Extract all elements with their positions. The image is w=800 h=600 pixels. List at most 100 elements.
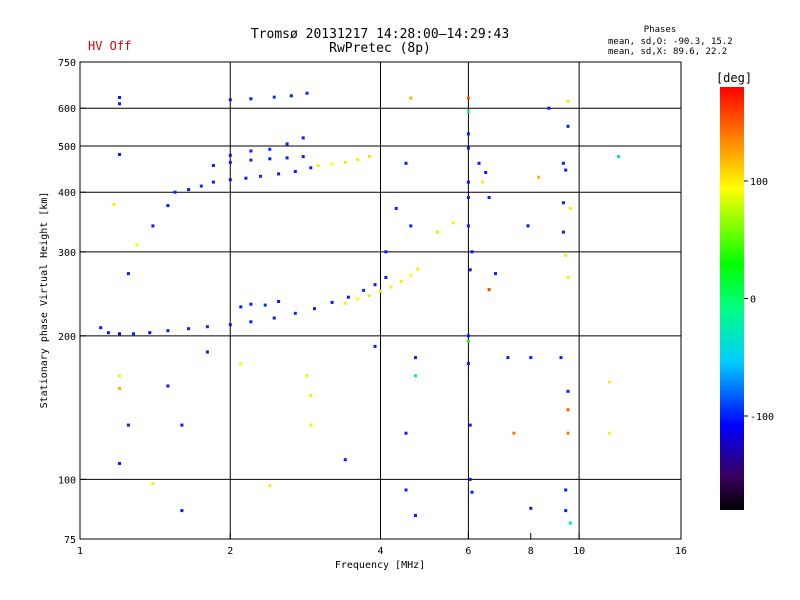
data-point [228,153,232,157]
data-point [211,164,215,167]
data-point [239,305,243,309]
x-tick-label: 1 [77,546,83,557]
data-point [151,482,155,486]
data-point [277,300,281,303]
data-point [468,268,472,272]
colorbar [720,87,744,510]
chart-title: Tromsø 20131217 14:28:00–14:29:43 [251,27,509,42]
data-point [343,160,347,164]
phase-stats-o: mean, sd,O: -90.3, 15.2 [608,37,733,47]
data-point [379,289,382,293]
y-tick-label: 600 [58,104,76,115]
series-group [316,155,371,167]
data-point [466,180,470,184]
series-group [343,267,420,305]
data-point [293,170,297,173]
data-points [99,91,621,525]
data-point [356,297,360,301]
data-point [289,94,293,98]
data-point [249,149,253,153]
x-tick-label: 8 [528,546,534,557]
y-tick-label: 750 [58,58,76,69]
data-point [106,331,110,335]
data-point [268,147,272,151]
data-point [529,506,533,510]
data-point [173,190,177,194]
data-point [373,344,377,348]
data-point [466,146,470,150]
data-point [132,332,135,336]
data-point [343,301,347,305]
data-point [477,161,481,165]
colorbar-label: [deg] [716,71,752,85]
data-point [617,155,621,159]
data-point [367,155,371,159]
x-tick-label: 16 [675,546,687,557]
data-point [244,176,248,180]
hv-status-label: HV Off [88,39,131,53]
data-point [547,106,551,110]
data-point [305,91,309,95]
data-point [166,329,170,333]
data-point [285,142,289,146]
series-group [173,166,313,194]
series-group [211,155,305,167]
data-point [566,276,570,279]
data-point [466,110,470,114]
data-point [293,311,297,315]
data-point [566,389,570,393]
data-point [404,161,408,165]
x-tick-label: 2 [227,546,233,557]
grid-lines [80,62,681,539]
data-point [470,250,474,254]
data-point [356,158,360,162]
data-point [414,374,417,378]
series-group [112,96,621,525]
data-point [416,267,420,271]
data-point [404,431,408,435]
data-point [506,356,510,360]
data-point [487,196,491,199]
data-point [435,230,439,234]
data-point [228,323,232,327]
data-point [148,331,152,335]
data-point [301,155,305,159]
data-point [480,180,484,184]
data-point [330,162,334,166]
data-point [561,161,565,165]
data-point [249,97,253,101]
data-point [564,488,568,492]
data-point [166,384,170,388]
data-point [187,327,191,331]
data-point [263,303,267,307]
data-point [466,96,470,100]
data-point [468,477,472,481]
data-point [211,180,215,184]
data-point [367,294,371,297]
data-point [564,509,568,513]
data-point [118,153,121,156]
data-point [118,332,121,336]
data-point [118,462,121,465]
data-point [373,283,377,287]
data-point [112,203,116,206]
data-point [205,325,209,329]
data-point [305,374,309,378]
data-point [228,98,232,102]
data-point [384,250,388,254]
data-point [199,184,203,188]
data-point [118,102,121,106]
data-point [309,393,313,397]
data-point [409,224,413,228]
data-point [526,224,530,228]
phase-stats-x: mean, sd,X: 89.6, 22.2 [608,47,727,57]
data-point [118,374,121,378]
data-point [487,288,491,292]
data-point [301,136,305,140]
data-point [228,160,232,164]
data-point [187,188,191,192]
data-point [309,166,313,170]
data-point [468,423,472,427]
data-point [566,124,570,128]
